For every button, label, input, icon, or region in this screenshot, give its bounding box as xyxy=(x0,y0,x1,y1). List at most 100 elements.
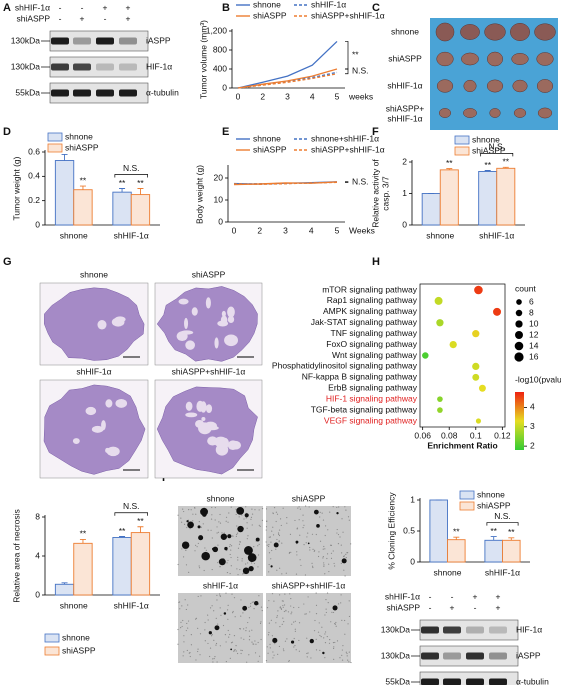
speckle xyxy=(200,526,202,528)
error-bar xyxy=(119,536,126,538)
size-marker: 130kDa xyxy=(11,35,41,45)
speckle xyxy=(213,657,215,660)
speckle xyxy=(286,522,288,524)
speckle xyxy=(298,622,301,624)
pathway-label: ErbB signaling pathway xyxy=(328,383,418,393)
speckle xyxy=(239,628,242,630)
speckle xyxy=(283,621,285,623)
speckle xyxy=(345,509,347,511)
speckle xyxy=(279,518,282,520)
colony xyxy=(181,541,190,549)
speckle xyxy=(233,649,235,652)
colony xyxy=(236,507,245,515)
speckle xyxy=(227,629,229,632)
speckle xyxy=(252,601,255,603)
speckle xyxy=(341,649,343,651)
legend-label: shnone xyxy=(477,489,505,499)
dot xyxy=(478,384,486,392)
panel-letter: C xyxy=(372,2,380,14)
dot xyxy=(434,296,443,305)
annotation: N.S. xyxy=(123,163,140,173)
speckle xyxy=(209,655,211,658)
error-bar xyxy=(79,538,86,544)
speckle xyxy=(251,508,253,510)
blot-band xyxy=(421,678,439,685)
speckle xyxy=(227,521,229,523)
speckle xyxy=(324,573,326,575)
speckle xyxy=(205,549,207,551)
x-tick-label: shHIF-1α xyxy=(114,230,149,240)
y-tick-label: 0.2 xyxy=(28,195,40,205)
speckle xyxy=(211,514,213,516)
speckle xyxy=(248,606,250,608)
speckle xyxy=(217,623,219,625)
speckle xyxy=(192,513,194,515)
colony xyxy=(316,523,320,528)
speckle xyxy=(337,533,340,536)
speckle xyxy=(340,602,342,604)
y-tick-label: 800 xyxy=(213,44,227,54)
speckle xyxy=(180,627,182,629)
speckle xyxy=(278,529,281,531)
speckle xyxy=(239,541,242,543)
speckle xyxy=(265,660,268,662)
condition-sign: - xyxy=(104,13,107,23)
legend-label: shnone xyxy=(65,131,93,141)
speckle xyxy=(306,656,308,658)
speckle xyxy=(178,601,180,604)
blot-band xyxy=(489,626,507,634)
x-axis-label: Weeks xyxy=(349,225,375,235)
speckle xyxy=(217,531,220,533)
speckle xyxy=(229,657,231,659)
speckle xyxy=(182,655,184,657)
speckle xyxy=(227,604,229,606)
speckle xyxy=(230,549,232,551)
legend-label: shnone xyxy=(472,134,500,144)
speckle xyxy=(224,634,227,636)
speckle xyxy=(268,600,270,602)
necrosis xyxy=(91,425,104,433)
speckle xyxy=(279,626,281,628)
necrosis xyxy=(72,438,80,444)
x-tick-label: 0 xyxy=(236,91,241,101)
colony xyxy=(198,535,204,541)
size-key xyxy=(515,331,523,339)
speckle xyxy=(259,525,261,527)
speckle xyxy=(279,567,281,569)
bracket xyxy=(345,68,349,75)
colony xyxy=(186,520,189,523)
speckle xyxy=(213,610,215,612)
speckle xyxy=(181,548,183,550)
y-tick-label: 0 xyxy=(410,556,415,566)
necrosis xyxy=(114,316,126,323)
speckle xyxy=(214,519,216,521)
speckle xyxy=(307,652,309,654)
y-tick-label: 4 xyxy=(35,550,40,560)
annotation: N.S. xyxy=(352,176,369,186)
speckle xyxy=(298,639,300,642)
speckle xyxy=(326,635,328,638)
speckle xyxy=(340,562,342,564)
x-tick-label: shHIF-1α xyxy=(114,600,149,610)
speckle xyxy=(233,650,235,652)
speckle xyxy=(219,595,222,597)
speckle xyxy=(326,592,329,594)
line-series xyxy=(237,68,338,89)
speckle xyxy=(296,554,298,556)
y-tick-label: 0 xyxy=(35,589,40,599)
speckle xyxy=(302,526,304,529)
blot-band xyxy=(119,37,137,45)
bracket xyxy=(114,174,148,178)
legend-label: shiASPP xyxy=(62,645,96,655)
speckle xyxy=(258,595,260,597)
x-tick-label: shHIF-1α xyxy=(479,230,514,240)
speckle xyxy=(341,659,344,661)
speckle xyxy=(348,519,350,521)
speckle xyxy=(222,624,225,627)
speckle xyxy=(324,614,326,616)
legend-label: shiASPP xyxy=(65,142,99,152)
speckle xyxy=(211,605,213,607)
speckle xyxy=(186,622,188,625)
speckle xyxy=(197,650,199,653)
speckle xyxy=(298,519,300,521)
